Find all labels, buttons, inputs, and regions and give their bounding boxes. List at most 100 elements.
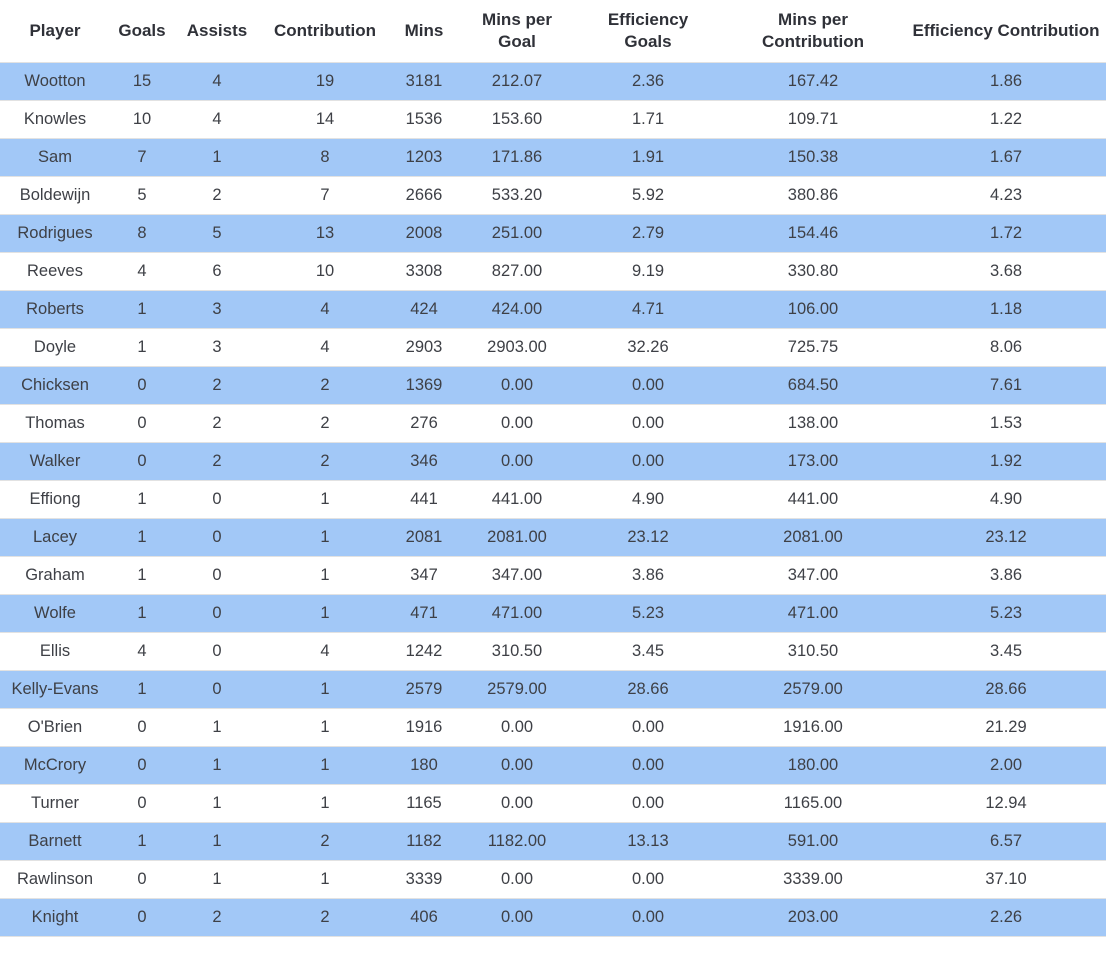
table-row: Turner 0 1 1 1165 0.00 0.00 1165.00 12.94 (0, 784, 1106, 823)
stat-cell: 0 (110, 404, 174, 443)
stat-cell: 13 (260, 214, 390, 253)
player-name-cell: Graham (0, 556, 110, 595)
stat-cell: 1.22 (906, 100, 1106, 139)
stat-cell: 0 (110, 898, 174, 937)
player-stats-table-container: Player Goals Assists Contribution Mins M… (0, 0, 1106, 937)
stat-cell: 1 (260, 518, 390, 557)
stat-cell: 2 (174, 442, 260, 481)
stat-cell: 14 (260, 100, 390, 139)
stat-cell: 1203 (390, 138, 458, 177)
stat-cell: 3181 (390, 62, 458, 101)
table-row: O'Brien 0 1 1 1916 0.00 0.00 1916.00 21.29 (0, 708, 1106, 747)
stat-cell: 0.00 (576, 366, 720, 405)
stat-cell: 1 (260, 860, 390, 899)
stat-cell: 23.12 (576, 518, 720, 557)
stat-cell: 3.45 (576, 632, 720, 671)
stat-cell: 1 (174, 746, 260, 785)
player-name-cell: Rawlinson (0, 860, 110, 899)
stat-cell: 2579.00 (720, 670, 906, 709)
stat-cell: 0.00 (576, 860, 720, 899)
stat-cell: 5 (174, 214, 260, 253)
stat-cell: 10 (110, 100, 174, 139)
stat-cell: 380.86 (720, 176, 906, 215)
stat-cell: 4 (110, 252, 174, 291)
stat-cell: 4 (260, 328, 390, 367)
stat-cell: 8 (260, 138, 390, 177)
stat-cell: 2903 (390, 328, 458, 367)
stat-cell: 0 (110, 708, 174, 747)
stat-cell: 0.00 (458, 860, 576, 899)
stat-cell: 0 (174, 480, 260, 519)
stat-cell: 0.00 (576, 784, 720, 823)
stat-cell: 0.00 (576, 404, 720, 443)
stat-cell: 0 (174, 518, 260, 557)
column-header-mins: Mins (390, 0, 458, 63)
stat-cell: 276 (390, 404, 458, 443)
player-name-cell: Boldewijn (0, 176, 110, 215)
stat-cell: 15 (110, 62, 174, 101)
stat-cell: 2.26 (906, 898, 1106, 937)
player-name-cell: O'Brien (0, 708, 110, 747)
stat-cell: 1 (110, 328, 174, 367)
stat-cell: 3.45 (906, 632, 1106, 671)
stat-cell: 12.94 (906, 784, 1106, 823)
stat-cell: 406 (390, 898, 458, 937)
stat-cell: 424.00 (458, 290, 576, 329)
stat-cell: 1165.00 (720, 784, 906, 823)
stat-cell: 0.00 (576, 746, 720, 785)
player-name-cell: Rodrigues (0, 214, 110, 253)
stat-cell: 1.86 (906, 62, 1106, 101)
player-name-cell: Wootton (0, 62, 110, 101)
stat-cell: 2 (260, 822, 390, 861)
stat-cell: 2 (260, 442, 390, 481)
stat-cell: 1182 (390, 822, 458, 861)
stat-cell: 37.10 (906, 860, 1106, 899)
stat-cell: 1 (110, 822, 174, 861)
player-name-cell: Reeves (0, 252, 110, 291)
stat-cell: 2.79 (576, 214, 720, 253)
player-name-cell: Knight (0, 898, 110, 937)
stat-cell: 5.92 (576, 176, 720, 215)
stat-cell: 2008 (390, 214, 458, 253)
stat-cell: 1916.00 (720, 708, 906, 747)
stat-cell: 1 (260, 784, 390, 823)
stat-cell: 1369 (390, 366, 458, 405)
stat-cell: 4.90 (906, 480, 1106, 519)
table-row: Ellis 4 0 4 1242 310.50 3.45 310.50 3.45 (0, 632, 1106, 671)
table-row: Rodrigues 8 5 13 2008 251.00 2.79 154.46 1.72 (0, 214, 1106, 253)
stat-cell: 2903.00 (458, 328, 576, 367)
player-name-cell: Kelly-Evans (0, 670, 110, 709)
stat-cell: 0.00 (458, 784, 576, 823)
stat-cell: 1 (260, 594, 390, 633)
stat-cell: 0 (174, 632, 260, 671)
table-row: McCrory 0 1 1 180 0.00 0.00 180.00 2.00 (0, 746, 1106, 785)
player-name-cell: Turner (0, 784, 110, 823)
stat-cell: 0 (110, 366, 174, 405)
table-row: Sam 7 1 8 1203 171.86 1.91 150.38 1.67 (0, 138, 1106, 177)
stat-cell: 441.00 (458, 480, 576, 519)
stat-cell: 167.42 (720, 62, 906, 101)
stat-cell: 0.00 (458, 746, 576, 785)
stat-cell: 2 (260, 404, 390, 443)
stat-cell: 4 (174, 62, 260, 101)
player-name-cell: Chicksen (0, 366, 110, 405)
stat-cell: 0.00 (576, 442, 720, 481)
stat-cell: 0.00 (458, 442, 576, 481)
table-row: Walker 0 2 2 346 0.00 0.00 173.00 1.92 (0, 442, 1106, 481)
stat-cell: 9.19 (576, 252, 720, 291)
stat-cell: 3 (174, 328, 260, 367)
table-row: Barnett 1 1 2 1182 1182.00 13.13 591.00 6.57 (0, 822, 1106, 861)
table-body: Wootton 15 4 19 3181 212.07 2.36 167.42 1.86 Know… (0, 62, 1106, 937)
stat-cell: 1.71 (576, 100, 720, 139)
table-row: Roberts 1 3 4 424 424.00 4.71 106.00 1.18 (0, 290, 1106, 329)
stat-cell: 0.00 (458, 898, 576, 937)
stat-cell: 0 (110, 860, 174, 899)
player-name-cell: Barnett (0, 822, 110, 861)
stat-cell: 1 (174, 138, 260, 177)
stat-cell: 346 (390, 442, 458, 481)
stat-cell: 28.66 (576, 670, 720, 709)
stat-cell: 4.90 (576, 480, 720, 519)
stat-cell: 3.86 (906, 556, 1106, 595)
stat-cell: 0.00 (576, 898, 720, 937)
stat-cell: 1 (260, 556, 390, 595)
